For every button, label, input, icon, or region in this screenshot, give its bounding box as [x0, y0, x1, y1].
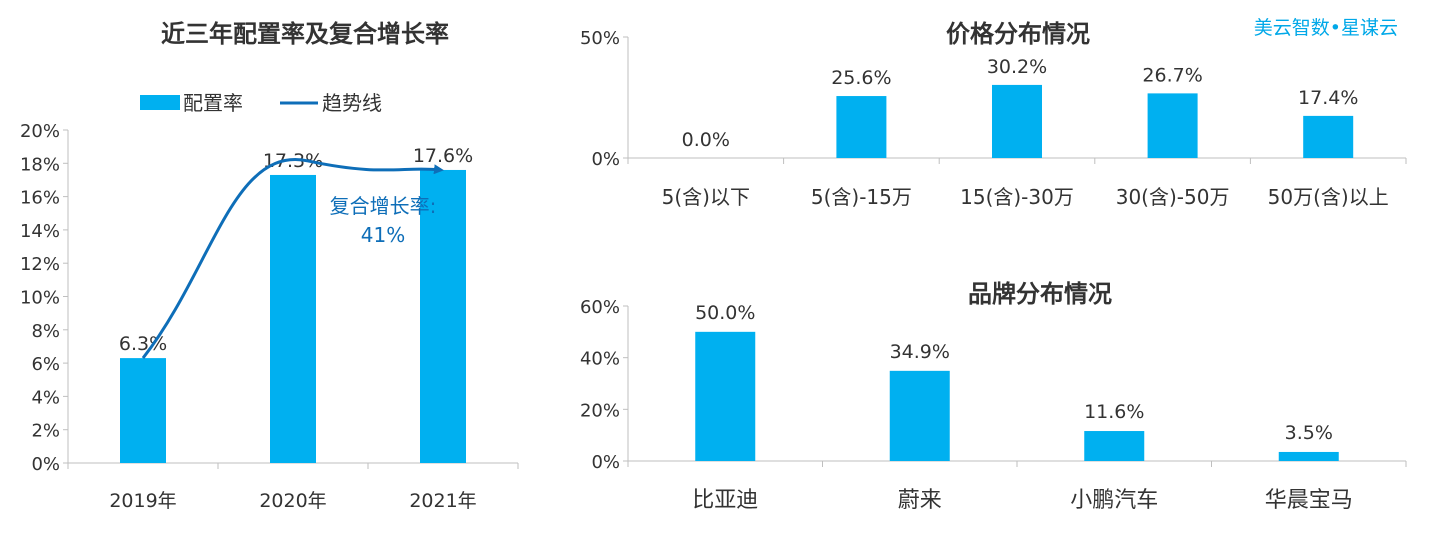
bar — [420, 169, 466, 463]
legend-bar-label: 配置率 — [183, 91, 243, 115]
bar — [1303, 115, 1354, 158]
y-tick-label: 8% — [31, 321, 60, 342]
y-tick-label: 10% — [20, 288, 60, 309]
price-chart: 价格分布情况 美云智数•星谋云 0% 50% 0.0% 5(含)以下 25.6% 5(含… — [580, 17, 1407, 209]
x-tick-label: 5(含)以下 — [662, 185, 750, 209]
data-label: 3.5% — [1285, 422, 1333, 444]
x-tick-label: 2020年 — [259, 490, 326, 512]
x-tick-label: 15(含)-30万 — [960, 185, 1074, 209]
x-tick-label: 小鹏汽车 — [1070, 488, 1158, 513]
legend-bar-swatch — [140, 95, 180, 110]
x-tick-label: 2021年 — [409, 490, 476, 512]
x-tick-label: 30(含)-50万 — [1116, 185, 1230, 209]
y-tick-label: 0% — [591, 149, 620, 170]
left-y-axis: 0% 2% 4% 6% 8% 10% 12% 14% 16% 18% 20% — [20, 121, 69, 475]
y-tick-label: 2% — [31, 421, 60, 442]
bar — [1147, 93, 1198, 158]
y-tick-label: 50% — [580, 28, 620, 49]
y-tick-label: 40% — [580, 349, 620, 370]
y-tick-label: 0% — [31, 454, 60, 475]
y-tick-label: 6% — [31, 354, 60, 375]
y-tick-label: 60% — [580, 297, 620, 318]
x-tick-label: 蔚来 — [898, 488, 942, 513]
bar — [270, 174, 316, 463]
bar — [1278, 451, 1339, 461]
y-tick-label: 16% — [20, 188, 60, 209]
x-tick-label: 50万(含)以上 — [1268, 185, 1389, 209]
brand-bars: 50.0% 比亚迪 34.9% 蔚来 11.6% 小鹏汽车 3.5% 华晨宝马 — [627, 302, 1407, 513]
data-label: 50.0% — [695, 302, 755, 324]
bar — [120, 358, 166, 463]
y-tick-label: 18% — [20, 154, 60, 175]
bar — [889, 370, 950, 461]
data-label: 30.2% — [987, 56, 1047, 78]
left-chart: 近三年配置率及复合增长率 配置率 趋势线 0% 2% 4% 6% 8% 10% 12% 14%… — [20, 20, 519, 512]
x-tick-label: 比亚迪 — [692, 488, 758, 513]
data-label: 6.3% — [119, 333, 167, 355]
bar — [992, 84, 1042, 158]
brand-chart: 品牌分布情况 0% 20% 40% 60% 50.0% 比亚迪 34.9% 蔚来 11.6% 小… — [580, 280, 1407, 513]
y-tick-label: 4% — [31, 387, 60, 408]
price-y-axis: 0% 50% — [580, 28, 629, 170]
bar — [695, 331, 756, 461]
data-label: 17.4% — [1298, 87, 1358, 109]
price-chart-title: 价格分布情况 — [946, 20, 1090, 48]
bar — [1084, 431, 1145, 461]
y-tick-label: 0% — [591, 452, 620, 473]
data-label: 34.9% — [890, 341, 950, 363]
data-label: 11.6% — [1084, 401, 1144, 423]
cagr-annotation-line2: 41% — [361, 223, 405, 247]
data-label: 17.6% — [413, 145, 473, 167]
left-chart-title: 近三年配置率及复合增长率 — [161, 20, 449, 48]
x-tick-label: 2019年 — [109, 490, 176, 512]
brand-label: 美云智数•星谋云 — [1254, 17, 1398, 39]
bar — [836, 96, 887, 158]
y-tick-label: 12% — [20, 254, 60, 275]
legend-line-label: 趋势线 — [322, 91, 382, 115]
price-bars: 0.0% 5(含)以下 25.6% 5(含)-15万 30.2% 15(含)-30万 26.… — [627, 56, 1407, 209]
data-label: 25.6% — [831, 67, 891, 89]
x-tick-label: 5(含)-15万 — [811, 185, 912, 209]
y-tick-label: 20% — [20, 121, 60, 142]
cagr-annotation-line1: 复合增长率: — [330, 194, 437, 218]
x-tick-label: 华晨宝马 — [1265, 488, 1353, 513]
brand-chart-title: 品牌分布情况 — [968, 280, 1112, 308]
y-tick-label: 20% — [580, 400, 620, 421]
data-label: 0.0% — [682, 129, 730, 151]
trend-line — [141, 158, 444, 360]
data-label: 26.7% — [1142, 64, 1202, 86]
y-tick-label: 14% — [20, 221, 60, 242]
brand-y-axis: 0% 20% 40% 60% — [580, 297, 629, 473]
